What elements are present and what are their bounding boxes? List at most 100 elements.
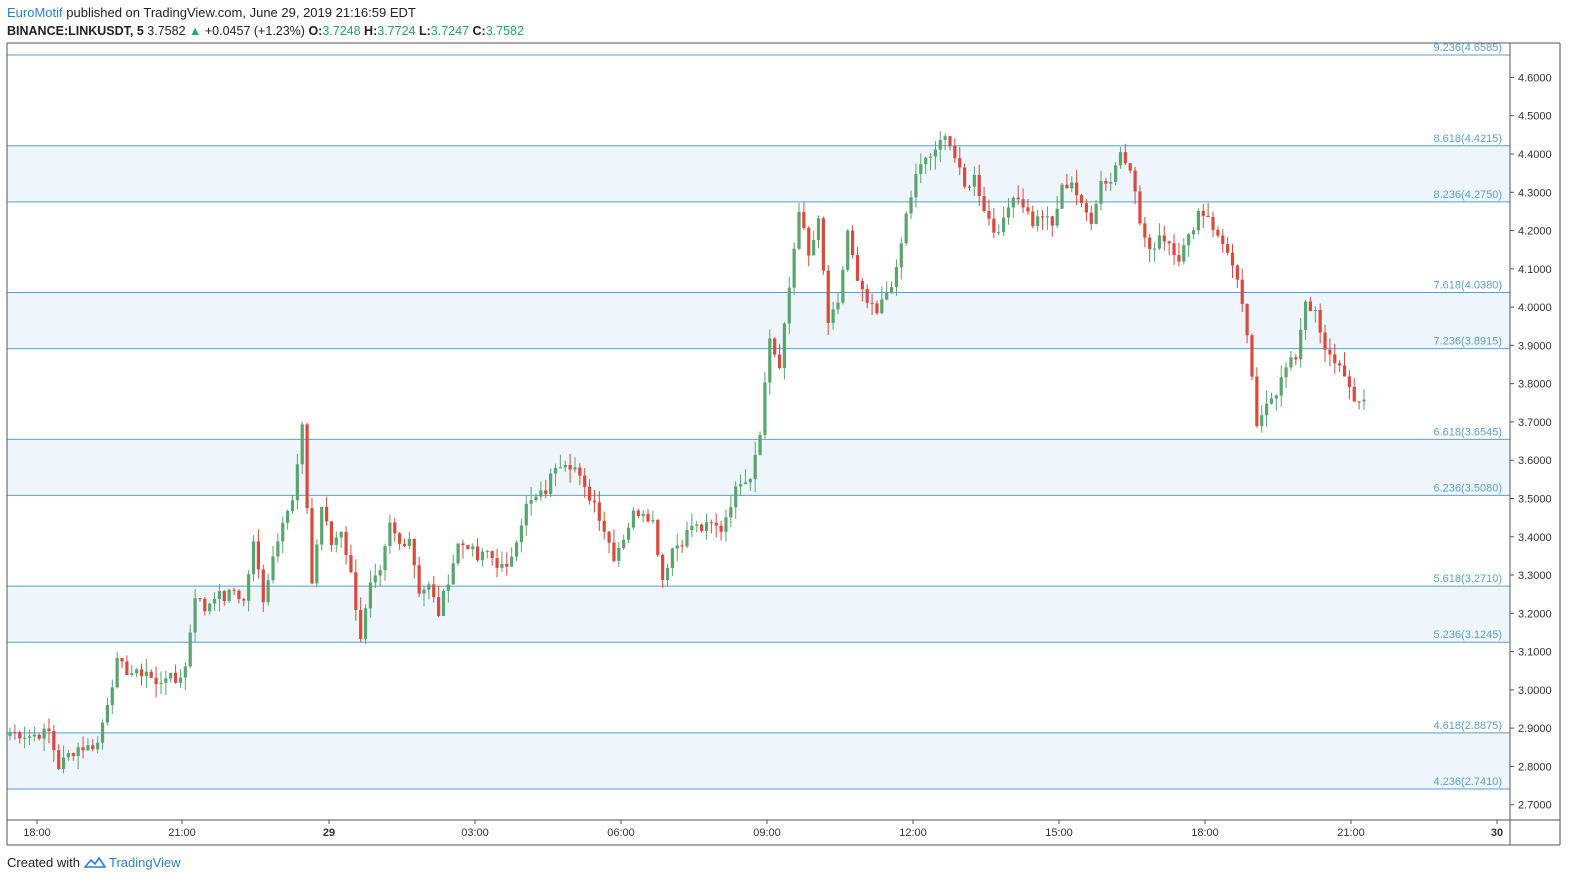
candle-body [1201, 210, 1205, 216]
candle-body [1196, 210, 1201, 231]
candle-body [792, 248, 796, 288]
candle-body [1114, 165, 1118, 182]
y-tick-label: 3.8000 [1518, 379, 1552, 391]
candle-body [1128, 163, 1132, 171]
x-tick-label: 18:00 [23, 827, 51, 839]
candle-body [1182, 245, 1186, 262]
candle-body [583, 475, 587, 487]
candle-body [412, 538, 416, 566]
close-label: C: [472, 24, 486, 38]
chart-frame [6, 42, 1561, 846]
candle-body [81, 747, 85, 751]
candle-body [1006, 207, 1011, 218]
candle-body [972, 174, 976, 187]
time-axis[interactable]: 18:00 21:00 29 03:00 06:00 09:00 12:00 15:00 18:… [23, 820, 1503, 839]
candle-body [344, 531, 348, 556]
candle-body [1308, 301, 1313, 312]
candle-body [466, 545, 470, 550]
candle-body [592, 500, 597, 503]
candle-body [383, 546, 387, 571]
candle-body [271, 556, 275, 581]
candle-body [1050, 216, 1054, 226]
candle-body [1211, 217, 1215, 230]
y-tick-label: 2.8000 [1518, 761, 1552, 773]
candle-body [222, 591, 226, 602]
fib-band [7, 292, 1510, 349]
price-axis[interactable]: 2.7000 2.8000 2.9000 3.0000 3.1000 3.2000 3.30… [1510, 72, 1552, 812]
candle-body [1274, 395, 1278, 399]
tradingview-brand[interactable]: TradingView [109, 855, 181, 870]
candle-body [203, 598, 207, 612]
candle-body [1240, 279, 1244, 304]
candle-body [144, 671, 148, 677]
candle-body [880, 299, 884, 314]
candle-body [1342, 365, 1347, 377]
candle-body [514, 542, 519, 557]
candle-body [329, 521, 334, 545]
candle-body [1250, 335, 1254, 377]
candle-body [66, 753, 71, 758]
y-tick-label: 4.0000 [1518, 302, 1552, 314]
candle-body [402, 543, 407, 547]
candle-body [305, 424, 309, 509]
y-tick-label: 4.5000 [1518, 111, 1552, 123]
candle-body [1162, 235, 1166, 242]
candle-body [193, 598, 197, 633]
candle-body [232, 589, 236, 591]
candle-body [324, 506, 329, 522]
x-tick-label: 06:00 [607, 827, 635, 839]
candle-body [665, 568, 670, 580]
candle-body [1021, 199, 1025, 208]
candle-body [904, 213, 908, 244]
last-price: 3.7582 [147, 24, 186, 38]
candle-body [130, 673, 134, 676]
candle-body [1123, 152, 1127, 164]
candle-body [953, 145, 957, 159]
candle-body [227, 589, 231, 602]
candle-body [1045, 216, 1050, 218]
candle-body [758, 434, 762, 455]
candle-body [256, 541, 260, 570]
fib-level-label: 7.236(3.8915) [1434, 336, 1503, 348]
candle-body [909, 197, 913, 214]
candle-body [407, 538, 411, 547]
open-value: 3.7248 [322, 24, 361, 38]
y-tick-label: 3.3000 [1518, 570, 1552, 582]
candle-body [997, 232, 1001, 234]
created-with-label: Created with [7, 855, 80, 870]
candle-body [719, 525, 723, 532]
candle-body [1055, 208, 1059, 226]
candle-body [149, 671, 153, 678]
candle-body [247, 574, 251, 601]
candle-body [1172, 243, 1176, 256]
candle-body [524, 503, 528, 526]
candle-body [617, 547, 621, 561]
candle-body [125, 661, 129, 676]
candle-body [339, 531, 343, 538]
publish-info: published on TradingView.com, June 29, 2… [66, 5, 416, 20]
candle-body [690, 525, 694, 530]
candle-body [558, 467, 562, 469]
candle-body [169, 672, 173, 679]
candle-body [992, 218, 996, 233]
candle-body [841, 269, 845, 303]
fib-band [7, 586, 1510, 643]
candle-body [729, 507, 733, 518]
candle-body [948, 136, 952, 146]
fib-bands [7, 145, 1510, 789]
candle-body [782, 323, 787, 368]
candle-body [539, 490, 543, 497]
candle-body [500, 564, 504, 568]
candle-body [797, 211, 801, 249]
candle-body [37, 734, 41, 739]
candle-body [943, 136, 947, 140]
candle-body [1338, 363, 1342, 366]
author-link[interactable]: EuroMotif [7, 5, 63, 20]
y-tick-label: 4.4000 [1518, 149, 1552, 161]
candle-body [451, 563, 455, 585]
candle-body [1167, 241, 1171, 244]
candle-body [1070, 182, 1074, 189]
candle-body [831, 309, 835, 323]
candle-body [1104, 180, 1108, 184]
